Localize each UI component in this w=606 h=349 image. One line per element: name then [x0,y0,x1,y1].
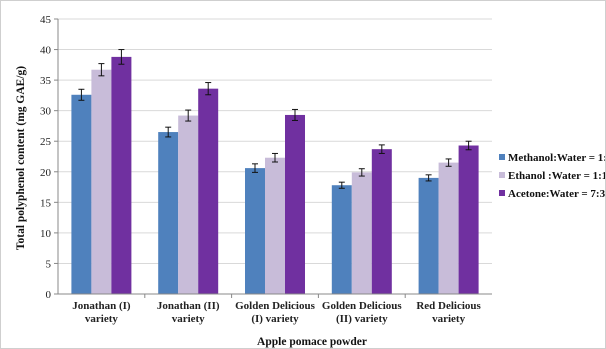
x-category-label: (I) variety [251,313,299,325]
bar [178,115,199,294]
bar [331,185,352,294]
y-tick-label: 25 [40,136,52,148]
bar [245,168,265,294]
legend-label: Ethanol :Water = 1:1 [508,170,605,182]
bar [265,157,285,294]
bar [285,114,305,294]
y-tick-label: 35 [40,75,52,87]
legend-swatch [499,190,505,196]
y-axis-title: Total polyphenol content (mg GAE/g) [15,66,27,250]
axes [57,19,492,298]
x-category-label: Jonathan (I) [72,300,131,312]
bar [438,162,459,294]
y-tick-label: 10 [40,228,52,240]
x-category-label: variety [432,313,465,325]
legend-label: Methanol:Water = 1:1 [508,152,605,164]
bar [158,132,179,294]
y-tick-label: 0 [46,289,52,301]
bar [458,145,479,294]
legend: Methanol:Water = 1:1 Ethanol :Water = 1:1… [499,152,605,200]
x-category-label: Golden Delicious [322,300,402,312]
y-tick-label: 40 [40,45,52,57]
x-category-label: Jonathan (II) [157,300,220,312]
bars [71,49,479,295]
y-tick-label: 5 [46,258,52,270]
bar [71,94,92,295]
bar [111,56,132,295]
x-axis-title: Apple pomace powder [257,336,367,348]
x-category-label: Red Delicious [416,300,481,312]
y-tick-label: 15 [40,197,52,209]
x-category-label: variety [172,313,205,325]
y-tick-label: 45 [40,14,52,26]
bar [371,149,392,294]
bar [91,69,112,294]
x-category-label: (II) variety [336,313,388,325]
legend-swatch [499,172,505,178]
x-category-label: variety [85,313,118,325]
bar [198,88,219,295]
y-tick-label: 20 [40,167,52,179]
bar [351,172,372,294]
x-category-label: Golden Delicious [235,300,315,312]
y-tick-labels: 0 5 10 15 20 25 30 35 40 45 [40,14,58,301]
legend-label: Acetone:Water = 7:3 [508,188,605,200]
y-tick-label: 30 [40,106,52,118]
bar [418,177,439,294]
legend-swatch [499,154,505,160]
